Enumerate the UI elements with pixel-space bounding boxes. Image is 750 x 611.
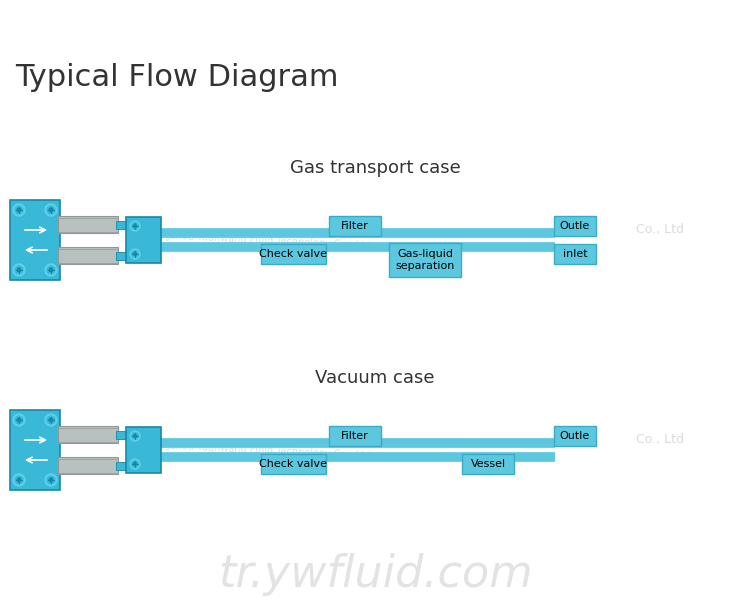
Text: Outle: Outle <box>560 221 590 231</box>
Circle shape <box>13 204 25 216</box>
Text: Outle: Outle <box>560 431 590 441</box>
Circle shape <box>50 268 52 272</box>
Bar <box>126 427 161 473</box>
Text: Typical Flow Diagram: Typical Flow Diagram <box>15 64 338 92</box>
Circle shape <box>132 461 138 467</box>
Circle shape <box>45 474 57 486</box>
Circle shape <box>45 204 57 216</box>
Circle shape <box>130 221 140 231</box>
Circle shape <box>47 416 55 424</box>
Circle shape <box>130 249 140 259</box>
Circle shape <box>13 414 25 426</box>
Circle shape <box>47 476 55 484</box>
Circle shape <box>134 252 136 255</box>
Bar <box>58 216 118 233</box>
FancyBboxPatch shape <box>260 244 326 264</box>
Text: Gas transport case: Gas transport case <box>290 159 460 177</box>
FancyBboxPatch shape <box>260 454 326 474</box>
Text: tr.ywfluid.com: tr.ywfluid.com <box>217 554 532 596</box>
Text: Vessel: Vessel <box>470 459 506 469</box>
Bar <box>116 221 128 229</box>
Circle shape <box>13 474 25 486</box>
Bar <box>58 247 118 264</box>
Circle shape <box>134 224 136 227</box>
Text: Filter: Filter <box>341 221 369 231</box>
Circle shape <box>134 434 136 437</box>
FancyBboxPatch shape <box>554 216 596 236</box>
Circle shape <box>132 223 138 229</box>
Circle shape <box>47 206 55 214</box>
Circle shape <box>45 264 57 276</box>
Circle shape <box>132 433 138 439</box>
Circle shape <box>47 266 55 274</box>
FancyBboxPatch shape <box>554 244 596 264</box>
Bar <box>116 461 128 469</box>
Bar <box>10 410 60 490</box>
Circle shape <box>132 251 138 257</box>
Circle shape <box>15 416 23 424</box>
Circle shape <box>17 268 21 272</box>
Text: Changzhou Yuanwang Fluid Technology Co., Ltd: Changzhou Yuanwang Fluid Technology Co.,… <box>139 439 371 461</box>
FancyBboxPatch shape <box>554 426 596 446</box>
Circle shape <box>50 478 52 482</box>
Circle shape <box>45 414 57 426</box>
Text: inlet: inlet <box>562 249 587 259</box>
Text: Vacuum case: Vacuum case <box>315 369 435 387</box>
Circle shape <box>17 208 21 212</box>
Circle shape <box>130 431 140 441</box>
Circle shape <box>15 476 23 484</box>
Circle shape <box>134 463 136 466</box>
Circle shape <box>15 266 23 274</box>
Bar <box>58 426 118 443</box>
Text: Co., Ltd: Co., Ltd <box>636 433 684 447</box>
Text: Gas-liquid
separation: Gas-liquid separation <box>395 249 454 271</box>
FancyBboxPatch shape <box>462 454 514 474</box>
Circle shape <box>50 208 52 212</box>
Circle shape <box>15 206 23 214</box>
Text: Check valve: Check valve <box>259 459 327 469</box>
Bar <box>10 200 60 280</box>
FancyBboxPatch shape <box>329 426 381 446</box>
Text: Check valve: Check valve <box>259 249 327 259</box>
FancyBboxPatch shape <box>329 216 381 236</box>
FancyBboxPatch shape <box>389 243 461 277</box>
Circle shape <box>17 478 21 482</box>
Bar <box>116 252 128 260</box>
Circle shape <box>130 459 140 469</box>
Text: Co., Ltd: Co., Ltd <box>636 224 684 236</box>
Bar <box>116 431 128 439</box>
Bar <box>126 217 161 263</box>
Circle shape <box>13 264 25 276</box>
Circle shape <box>17 418 21 422</box>
Bar <box>58 457 118 474</box>
Text: Changzhou Yuanwang Fluid Technology Co., Ltd: Changzhou Yuanwang Fluid Technology Co.,… <box>139 229 371 251</box>
Text: Filter: Filter <box>341 431 369 441</box>
Circle shape <box>50 418 52 422</box>
